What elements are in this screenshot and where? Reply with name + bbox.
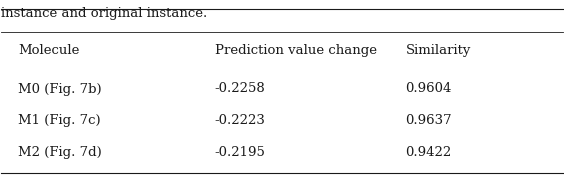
Text: M1 (Fig. 7c): M1 (Fig. 7c) xyxy=(18,114,101,127)
Text: M2 (Fig. 7d): M2 (Fig. 7d) xyxy=(18,146,102,159)
Text: 0.9422: 0.9422 xyxy=(406,146,452,159)
Text: Molecule: Molecule xyxy=(18,44,80,57)
Text: instance and original instance.: instance and original instance. xyxy=(1,7,208,20)
Text: -0.2223: -0.2223 xyxy=(215,114,266,127)
Text: M0 (Fig. 7b): M0 (Fig. 7b) xyxy=(18,82,102,96)
Text: 0.9604: 0.9604 xyxy=(406,82,452,96)
Text: Prediction value change: Prediction value change xyxy=(215,44,377,57)
Text: 0.9637: 0.9637 xyxy=(406,114,452,127)
Text: -0.2195: -0.2195 xyxy=(215,146,266,159)
Text: -0.2258: -0.2258 xyxy=(215,82,266,96)
Text: Similarity: Similarity xyxy=(406,44,471,57)
